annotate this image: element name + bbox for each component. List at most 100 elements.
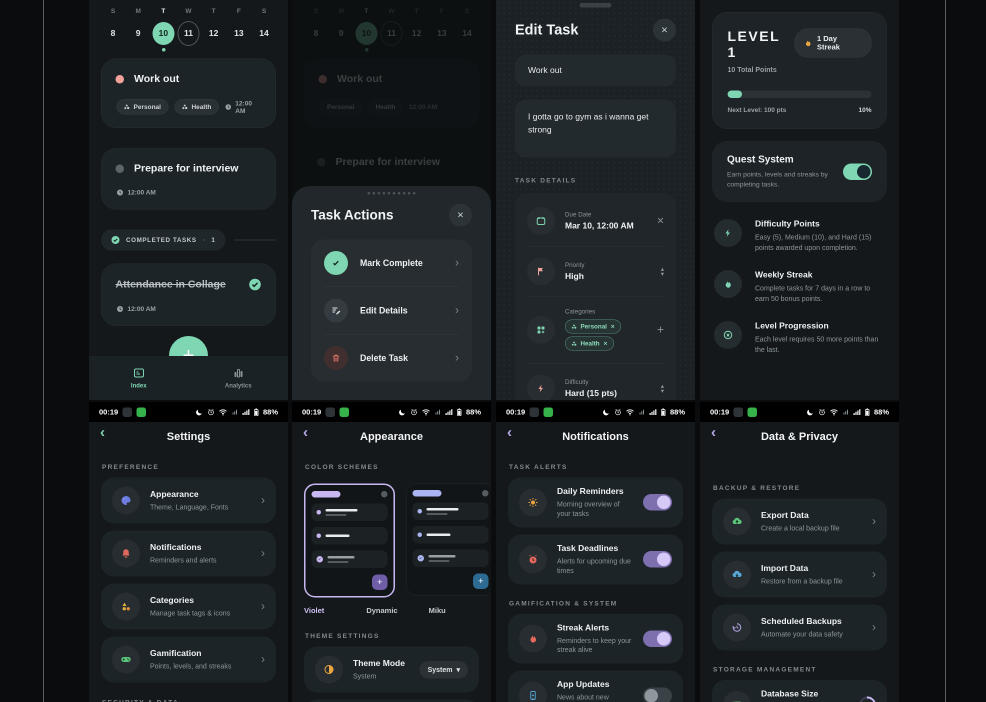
app-updates-toggle[interactable] (643, 687, 672, 702)
moon-icon (603, 409, 609, 416)
alarm-icon (411, 409, 417, 416)
date-cell[interactable]: 8 (110, 28, 116, 39)
theme-mode-dropdown[interactable]: System ▾ (419, 660, 468, 679)
weekday-label: T (211, 7, 216, 15)
quest-system-toggle[interactable] (843, 163, 872, 180)
task-name-input[interactable]: Work out (515, 54, 676, 87)
cloud-upload-icon (723, 507, 751, 536)
category-chip-personal[interactable]: Personal × (565, 319, 622, 334)
daily-reminders-toggle[interactable] (643, 494, 672, 511)
flame-icon (519, 624, 547, 653)
scheme-card-violet[interactable]: ✓ + (304, 483, 395, 598)
date-cell[interactable]: 12 (208, 28, 219, 39)
date-cell-selected[interactable]: 10 (152, 22, 175, 52)
data-item-scheduled-backups[interactable]: Scheduled Backups Automate your data safe… (712, 604, 887, 651)
check-icon (324, 251, 348, 275)
mobile-data-icon (232, 409, 237, 415)
scheme-label: Violet (304, 606, 325, 616)
caret-down-icon: ▾ (456, 665, 460, 674)
date-cell[interactable]: 9 (135, 28, 141, 39)
data-item-export[interactable]: Export Data Create a local backup file › (712, 498, 887, 545)
task-card-interview[interactable]: Prepare for interview 12:00 AM (101, 148, 276, 210)
actions-group: Mark Complete › Edit Details › Delete Task… (311, 239, 472, 382)
drag-handle[interactable] (367, 192, 416, 195)
notif-item-task-deadlines[interactable]: Task Deadlines Alerts for upcoming due ti… (508, 534, 683, 585)
settings-item-appearance[interactable]: Appearance Theme, Language, Fonts › (101, 477, 276, 524)
weekday-label: S (261, 7, 267, 15)
panel-data-privacy: 00:19 88% ‹ Data & Privacy BACKUP & RESTO… (700, 402, 899, 702)
priority-stepper[interactable]: ▴ ▾ (660, 264, 664, 278)
signal-icon (649, 409, 657, 415)
remove-chip-icon[interactable]: × (603, 340, 608, 347)
panel-appearance: 00:19 88% ‹ Appearance COLOR SCHEMES (292, 402, 491, 702)
nav-item-analytics[interactable]: Analytics (189, 367, 289, 389)
clock-text: 00:19 (99, 407, 119, 417)
drag-handle[interactable] (579, 3, 612, 8)
smartphone-icon (519, 681, 547, 702)
notif-item-daily-reminders[interactable]: Daily Reminders Morning overview of your … (508, 477, 683, 528)
wifi-icon (422, 409, 430, 416)
settings-item-gamification[interactable]: Gamification Points, levels, and streaks … (101, 636, 276, 683)
date-cell-today[interactable]: 11 (177, 21, 200, 46)
status-bar: 00:19 88% (496, 402, 695, 422)
nav-item-index[interactable]: Index (89, 367, 189, 389)
pure-dark-item[interactable]: Pure DarkPure black for AMOLED (304, 699, 479, 702)
task-time: 12:00 AM (235, 99, 252, 115)
priority-row[interactable]: Priority High ▴ ▾ (527, 246, 664, 297)
category-icon (182, 104, 188, 110)
task-card-completed[interactable]: Attendance in Collage 12:00 AM (101, 263, 276, 326)
action-mark-complete[interactable]: Mark Complete › (324, 240, 459, 287)
difficulty-stepper[interactable]: ▴ ▾ (660, 381, 664, 395)
page-title: Appearance (360, 430, 423, 443)
chevron-right-icon: › (872, 514, 876, 528)
remove-chip-icon[interactable]: × (610, 323, 615, 330)
mobile-data-icon (639, 409, 644, 415)
task-time: 12:00 AM (127, 188, 156, 197)
lightning-icon (527, 374, 555, 400)
task-card-workout[interactable]: Work out Personal Health 12:00 AM (101, 58, 276, 128)
back-icon[interactable]: ‹ (100, 424, 105, 441)
categories-icon (527, 316, 555, 344)
notif-item-streak-alerts[interactable]: Streak Alerts Reminders to keep your stre… (508, 613, 683, 664)
scheme-card-dynamic[interactable]: ✓ + (406, 483, 491, 596)
date-cell[interactable]: 14 (259, 28, 269, 39)
selected-date-dot (161, 48, 166, 52)
close-icon[interactable]: × (653, 18, 676, 42)
action-delete-task[interactable]: Delete Task › (324, 334, 459, 382)
data-item-import[interactable]: Import Data Restore from a backup file › (712, 551, 887, 598)
back-icon[interactable]: ‹ (303, 424, 308, 441)
back-icon[interactable]: ‹ (711, 424, 716, 441)
data-item-database-size[interactable]: Database SizeSpace used on your local dr… (712, 680, 887, 702)
theme-mode-item[interactable]: Theme Mode System System ▾ (304, 646, 479, 693)
close-icon[interactable]: × (449, 203, 472, 227)
moon-icon (807, 409, 813, 416)
difficulty-row[interactable]: Difficulty Hard (15 pts) ▴ ▾ (527, 363, 664, 400)
settings-item-categories[interactable]: Categories Manage task tags & icons › (101, 583, 276, 630)
week-calendar: S M T W T F S 8 9 10 11 12 13 14 (89, 0, 288, 52)
completed-tasks-toggle[interactable]: COMPLETED TASKS · 1 (101, 229, 226, 251)
index-icon (133, 368, 144, 378)
add-category-icon[interactable]: + (656, 323, 664, 337)
signal-icon (242, 409, 250, 415)
date-cell[interactable]: 13 (234, 28, 244, 39)
mobile-data-icon (843, 409, 848, 415)
check-circle-icon[interactable] (249, 278, 262, 291)
streak-alerts-toggle[interactable] (643, 630, 672, 647)
section-label: SECURITY & DATA (102, 699, 275, 702)
status-bar: 00:19 88% (292, 402, 491, 422)
task-deadlines-toggle[interactable] (643, 551, 672, 568)
back-icon[interactable]: ‹ (507, 424, 512, 441)
category-chip-health[interactable]: Health × (565, 336, 614, 351)
task-description-input[interactable]: I gotta go to gym as i wanna get strong (515, 99, 676, 158)
chevron-right-icon: › (455, 303, 459, 317)
wifi-icon (219, 409, 227, 416)
notification-app-icon (529, 407, 540, 417)
quest-desc: Earn points, levels and streaks by compl… (727, 170, 828, 188)
action-edit-details[interactable]: Edit Details › (324, 286, 459, 335)
clear-date-icon[interactable]: × (656, 214, 664, 228)
chevron-right-icon: › (455, 351, 459, 365)
due-date-row[interactable]: Due Date Mar 10, 12:00 AM × (527, 196, 664, 246)
settings-item-notifications[interactable]: Notifications Reminders and alerts › (101, 530, 276, 577)
wifi-icon (830, 409, 838, 416)
